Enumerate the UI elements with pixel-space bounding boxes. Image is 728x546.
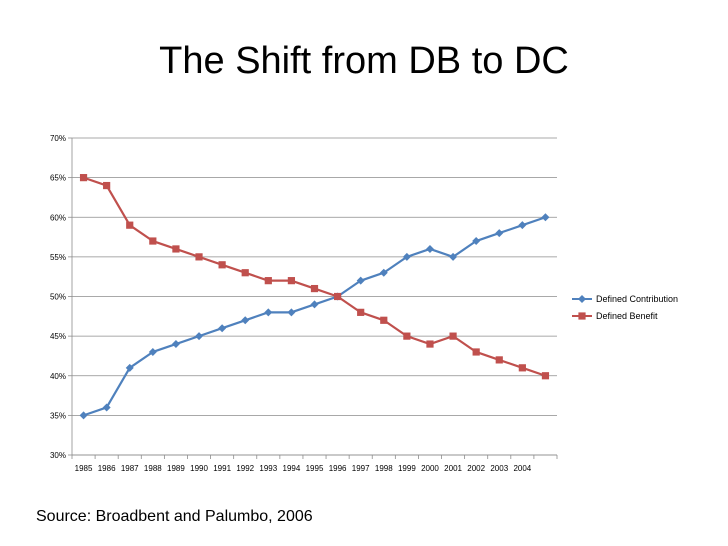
data-point xyxy=(426,340,434,348)
data-point xyxy=(356,276,365,285)
data-point xyxy=(218,324,227,333)
x-tick-label: 1986 xyxy=(98,464,116,473)
x-tick-label: 2002 xyxy=(467,464,485,473)
data-point xyxy=(357,308,365,316)
data-point xyxy=(402,252,411,261)
legend-marker xyxy=(578,312,586,320)
data-point xyxy=(195,253,203,261)
data-point xyxy=(264,308,273,317)
legend: Defined Contribution Defined Benefit xyxy=(572,294,678,321)
x-tick-label: 1991 xyxy=(213,464,231,473)
legend-marker xyxy=(578,295,586,303)
data-point xyxy=(403,332,411,340)
legend-label: Defined Benefit xyxy=(596,311,658,321)
data-point xyxy=(472,237,481,246)
series-defined-benefit xyxy=(79,174,550,380)
y-tick-label: 40% xyxy=(50,372,66,381)
y-tick-label: 45% xyxy=(50,332,66,341)
slide-title: The Shift from DB to DC xyxy=(159,40,569,82)
x-tick-label: 1999 xyxy=(398,464,416,473)
data-point xyxy=(102,403,111,412)
data-point xyxy=(264,277,272,285)
legend-item: Defined Contribution xyxy=(572,294,678,304)
x-tick-label: 1993 xyxy=(259,464,277,473)
x-tick-label: 1996 xyxy=(329,464,347,473)
data-point xyxy=(241,269,249,277)
series xyxy=(79,174,550,420)
data-point xyxy=(449,332,457,340)
data-point xyxy=(148,347,157,356)
data-point xyxy=(79,174,88,182)
legend-label: Defined Contribution xyxy=(596,294,678,304)
data-point xyxy=(172,245,180,253)
data-point xyxy=(195,332,204,341)
x-tick-label: 1990 xyxy=(190,464,208,473)
data-point xyxy=(449,252,458,261)
data-point xyxy=(541,372,550,380)
data-point xyxy=(333,292,342,301)
data-point xyxy=(495,229,504,238)
data-point xyxy=(79,411,88,420)
x-tick-label: 2000 xyxy=(421,464,439,473)
data-point xyxy=(310,300,319,309)
y-tick-label: 30% xyxy=(50,451,66,460)
data-point xyxy=(380,316,388,324)
data-point xyxy=(541,213,550,222)
x-axis-ticks: 1985 1986 1987 1988 1989 1990 1991 1992 1993 1994… xyxy=(71,455,558,473)
series-line xyxy=(83,176,546,377)
data-point xyxy=(126,221,134,229)
x-tick-label: 1998 xyxy=(375,464,393,473)
x-tick-label: 2001 xyxy=(444,464,462,473)
data-point xyxy=(241,316,250,325)
data-point xyxy=(518,364,526,372)
x-tick-label: 2004 xyxy=(513,464,531,473)
data-point xyxy=(287,277,296,285)
y-tick-label: 35% xyxy=(50,411,66,420)
data-point xyxy=(218,261,226,269)
x-tick-label: 1994 xyxy=(283,464,301,473)
source-note: Source: Broadbent and Palumbo, 2006 xyxy=(36,508,313,525)
x-tick-label: 1988 xyxy=(144,464,162,473)
y-tick-label: 55% xyxy=(50,253,66,262)
x-tick-label: 1992 xyxy=(236,464,254,473)
data-point xyxy=(518,221,527,230)
legend-item: Defined Benefit xyxy=(572,311,658,321)
x-tick-label: 1995 xyxy=(306,464,324,473)
x-tick-label: 1989 xyxy=(167,464,185,473)
x-tick-label: 2003 xyxy=(490,464,508,473)
y-tick-label: 65% xyxy=(50,174,66,183)
series-defined-contribution xyxy=(79,213,550,420)
data-point xyxy=(149,237,157,245)
series-line xyxy=(83,216,546,417)
y-tick-label: 60% xyxy=(50,213,66,222)
gridlines xyxy=(72,137,557,456)
x-tick-label: 1985 xyxy=(75,464,93,473)
y-tick-label: 70% xyxy=(50,134,66,143)
data-point xyxy=(125,363,134,372)
x-tick-label: 1997 xyxy=(352,464,370,473)
data-point xyxy=(379,268,388,277)
data-point xyxy=(287,308,296,317)
data-point xyxy=(495,356,503,364)
y-axis-ticks: 30% 35% 40% 45% 50% 55% 60% 65% 70% xyxy=(50,134,72,460)
y-tick-label: 50% xyxy=(50,293,66,302)
data-point xyxy=(103,181,111,190)
data-point xyxy=(472,348,480,356)
x-tick-label: 1987 xyxy=(121,464,139,473)
data-point xyxy=(310,284,319,293)
data-point xyxy=(171,340,180,349)
data-point xyxy=(425,244,434,253)
